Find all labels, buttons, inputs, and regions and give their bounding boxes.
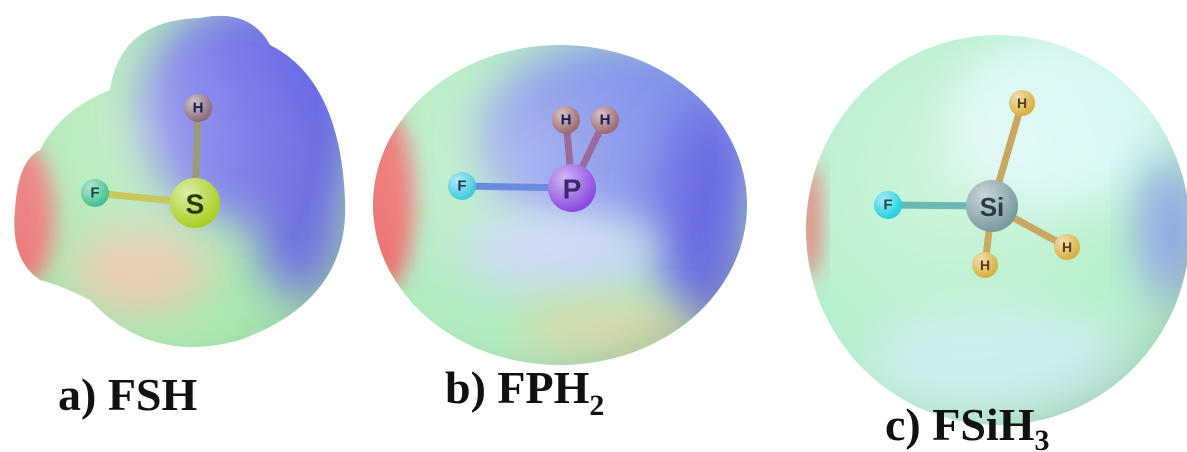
atom-label: S xyxy=(186,189,205,220)
atom: F xyxy=(81,179,109,207)
atom-label: H xyxy=(600,112,611,129)
atom-label: H xyxy=(561,112,572,129)
label-text: c) FSiH xyxy=(885,399,1035,450)
panel-label: c) FSiH3 xyxy=(885,399,1049,452)
atom: F xyxy=(874,191,902,219)
atom-label: F xyxy=(883,197,892,214)
label-subscript: 3 xyxy=(1034,424,1049,452)
label-text: b) FPH xyxy=(445,362,590,413)
atom-label: H xyxy=(1062,239,1072,255)
figure: H S F H H F P H F Si H H a) FSH b) FPH2 … xyxy=(0,0,1187,452)
atom-label: F xyxy=(457,178,466,195)
atom: H xyxy=(972,252,998,278)
panel-label: a) FSH xyxy=(58,369,198,420)
atom: Si xyxy=(966,180,1018,232)
label-text: a) FSH xyxy=(58,369,198,420)
atom: S xyxy=(170,178,220,228)
atom-label: P xyxy=(563,174,582,205)
atom: H xyxy=(552,106,580,134)
atom-label: H xyxy=(980,257,990,273)
atom: F xyxy=(448,172,476,200)
atom: H xyxy=(1054,234,1080,260)
atom: P xyxy=(548,164,596,212)
atom: H xyxy=(591,106,619,134)
atom: H xyxy=(1009,90,1035,116)
atom-label: H xyxy=(193,100,204,117)
atom: H xyxy=(184,94,212,122)
atom-label: F xyxy=(90,185,99,202)
atom-label: H xyxy=(1017,95,1027,111)
atom-label: Si xyxy=(980,192,1005,222)
panel-label: b) FPH2 xyxy=(445,362,604,422)
label-subscript: 2 xyxy=(589,389,604,422)
